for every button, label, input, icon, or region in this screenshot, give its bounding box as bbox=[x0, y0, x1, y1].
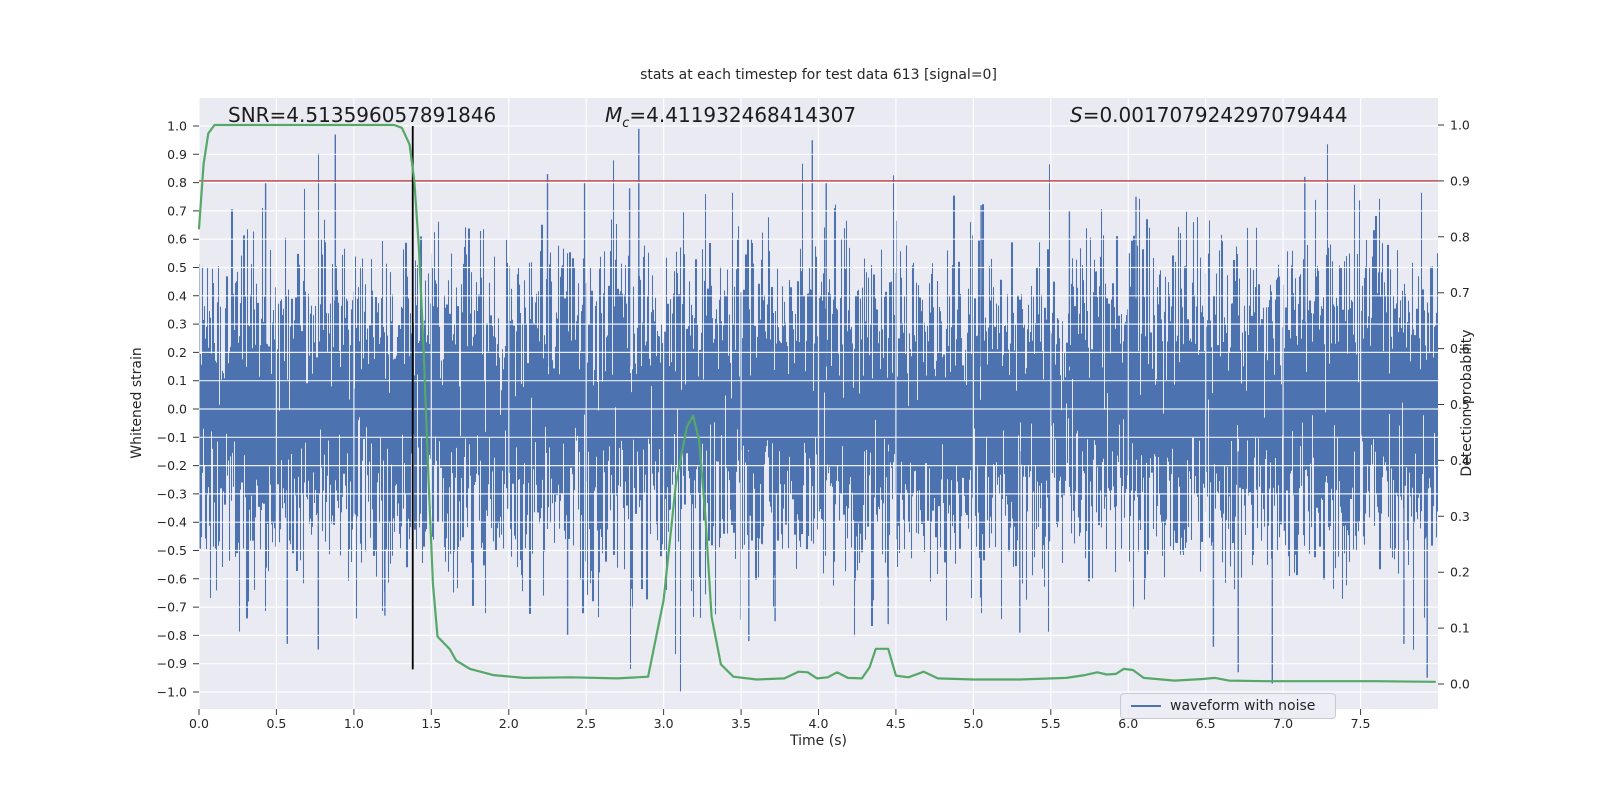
left-tick-label: 0.6 bbox=[167, 232, 187, 247]
x-tick-label: 5.0 bbox=[963, 716, 983, 731]
left-tick-label: −0.5 bbox=[157, 543, 187, 558]
annotation-significance: S=0.001707924297079444 bbox=[1070, 103, 1348, 127]
x-tick-label: 1.5 bbox=[421, 716, 441, 731]
y-axis-label-left: Whitened strain bbox=[129, 347, 145, 459]
left-tick-label: 0.5 bbox=[167, 260, 187, 275]
annotation-snr-text: SNR=4.513596057891846 bbox=[228, 103, 497, 127]
left-tick-label: 0.3 bbox=[167, 317, 187, 332]
left-tick-label: 0.8 bbox=[167, 175, 187, 190]
right-tick-label: 1.0 bbox=[1450, 118, 1470, 133]
left-tick-label: 1.0 bbox=[167, 119, 187, 134]
left-tick-label: −0.2 bbox=[157, 458, 187, 473]
legend-line-swatch bbox=[1131, 704, 1161, 708]
right-tick-label: 0.8 bbox=[1450, 229, 1470, 244]
detection-probability-series bbox=[197, 123, 1437, 683]
x-tick-label: 0.5 bbox=[266, 716, 286, 731]
left-tick-label: −0.1 bbox=[157, 430, 187, 445]
left-tick-label: −0.8 bbox=[157, 628, 187, 643]
left-tick-label: 0.9 bbox=[167, 147, 187, 162]
right-tick-label: 0.5 bbox=[1450, 397, 1470, 412]
x-tick-label: 6.0 bbox=[1118, 716, 1138, 731]
right-tick-label: 0.4 bbox=[1450, 453, 1470, 468]
left-tick-label: −0.4 bbox=[157, 515, 187, 530]
x-tick-label: 1.0 bbox=[344, 716, 364, 731]
left-tick-label: 0.0 bbox=[167, 402, 187, 417]
right-tick-label: 0.7 bbox=[1450, 285, 1470, 300]
tick-marks bbox=[193, 124, 1444, 715]
left-tick-label: −0.3 bbox=[157, 486, 187, 501]
y-axis-label-right: Detection probability bbox=[1459, 329, 1475, 477]
annotation-chirp-mass: Mc=4.411932468414307 bbox=[605, 103, 856, 131]
x-tick-label: 7.5 bbox=[1351, 716, 1371, 731]
chart-title: stats at each timestep for test data 613… bbox=[640, 67, 997, 83]
x-tick-label: 4.5 bbox=[886, 716, 906, 731]
x-tick-label: 7.0 bbox=[1273, 716, 1293, 731]
annotation-mc-value: =4.411932468414307 bbox=[629, 103, 857, 127]
left-tick-label: 0.7 bbox=[167, 203, 187, 218]
left-tick-label: −0.6 bbox=[157, 571, 187, 586]
right-tick-label: 0.1 bbox=[1450, 621, 1470, 636]
legend: waveform with noise bbox=[1120, 693, 1336, 719]
x-tick-label: 0.0 bbox=[189, 716, 209, 731]
left-tick-label: −1.0 bbox=[157, 685, 187, 700]
x-tick-label: 2.5 bbox=[576, 716, 596, 731]
grid-lines bbox=[198, 98, 1438, 709]
legend-label: waveform with noise bbox=[1170, 698, 1316, 714]
left-tick-label: 0.2 bbox=[167, 345, 187, 360]
left-tick-label: −0.7 bbox=[157, 600, 187, 615]
annotation-snr: SNR=4.513596057891846 bbox=[228, 103, 496, 127]
x-tick-label: 3.5 bbox=[731, 716, 751, 731]
right-tick-label: 0.9 bbox=[1450, 173, 1470, 188]
left-tick-label: 0.4 bbox=[167, 288, 187, 303]
x-tick-label: 6.5 bbox=[1196, 716, 1216, 731]
x-tick-label: 5.5 bbox=[1041, 716, 1061, 731]
x-tick-label: 2.0 bbox=[499, 716, 519, 731]
x-tick-label: 4.0 bbox=[809, 716, 829, 731]
x-tick-label: 3.0 bbox=[654, 716, 674, 731]
right-tick-label: 0.0 bbox=[1450, 677, 1470, 692]
annotation-s-symbol: S bbox=[1070, 103, 1083, 127]
right-tick-label: 0.6 bbox=[1450, 341, 1470, 356]
annotation-mc-symbol: M bbox=[605, 103, 623, 127]
annotation-mc-subscript: c bbox=[622, 116, 630, 131]
right-tick-label: 0.3 bbox=[1450, 509, 1470, 524]
annotation-s-value: =0.001707924297079444 bbox=[1082, 103, 1348, 127]
left-tick-label: −0.9 bbox=[157, 656, 187, 671]
x-axis-label: Time (s) bbox=[790, 733, 847, 749]
right-tick-label: 0.2 bbox=[1450, 565, 1470, 580]
left-tick-label: 0.1 bbox=[167, 373, 187, 388]
